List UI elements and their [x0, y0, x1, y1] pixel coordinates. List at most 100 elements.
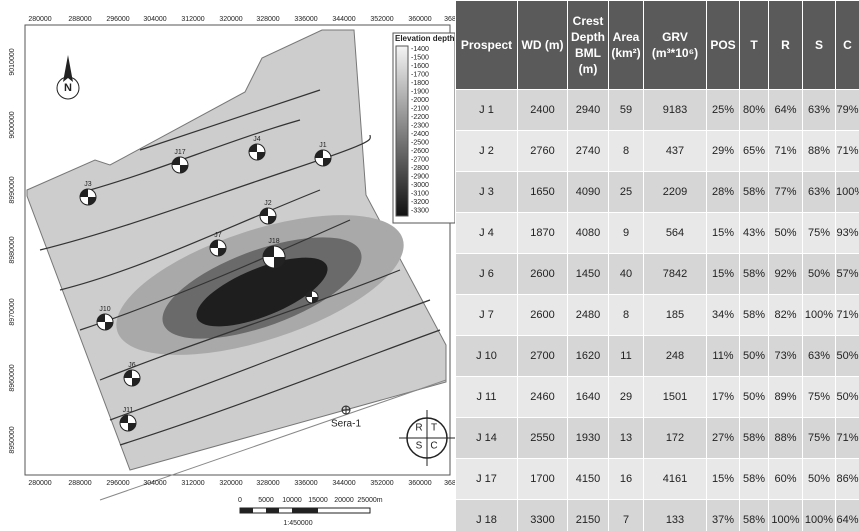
table-cell: 82% [769, 295, 803, 336]
compass-letter: C [430, 441, 437, 452]
prospect-table: ProspectWD (m)Crest Depth BML (m)Area (k… [455, 0, 859, 531]
table-cell: 58% [740, 254, 769, 295]
header-cell: WD (m) [518, 1, 568, 90]
table-cell: 71% [769, 131, 803, 172]
table-cell: 93% [836, 213, 859, 254]
table-cell: 80% [740, 90, 769, 131]
table-cell: 16 [609, 459, 644, 500]
table-cell: 63% [803, 336, 836, 377]
prospect-label: J7 [214, 232, 222, 239]
x-coord-label: 360000 [408, 480, 431, 487]
y-coord-label: 8990000 [9, 176, 16, 203]
table-cell: 248 [644, 336, 707, 377]
prospect-label: J2 [264, 200, 272, 207]
table-cell: 40 [609, 254, 644, 295]
table-row: J 12400294059918325%80%64%63%79% [456, 90, 859, 131]
table-cell: 100% [803, 500, 836, 531]
y-coord-label: 8980000 [9, 236, 16, 263]
scale-label: 20000 [334, 497, 354, 504]
table-cell: J 11 [456, 377, 518, 418]
scale-label: 15000 [308, 497, 328, 504]
table-cell: J 1 [456, 90, 518, 131]
scale-ratio: 1:450000 [283, 520, 312, 527]
table-cell: 2150 [568, 500, 609, 531]
table-cell: 100% [803, 295, 836, 336]
y-coord-label: 8970000 [9, 298, 16, 325]
legend-value: -2700 [411, 156, 429, 163]
header-cell: Prospect [456, 1, 518, 90]
table-cell: 60% [769, 459, 803, 500]
table-cell: 15% [707, 254, 740, 295]
page: Elevation depth (m N Sera-1 1:450000 280… [0, 0, 859, 531]
header-cell: T [740, 1, 769, 90]
table-cell: 71% [836, 418, 859, 459]
header-cell: Area (km²) [609, 1, 644, 90]
table-cell: 64% [836, 500, 859, 531]
table-cell: 564 [644, 213, 707, 254]
legend-value: -2600 [411, 148, 429, 155]
table-cell: 27% [707, 418, 740, 459]
table-cell: 1870 [518, 213, 568, 254]
prospect-label: J1 [319, 142, 327, 149]
table-cell: 2760 [518, 131, 568, 172]
table-container: ProspectWD (m)Crest Depth BML (m)Area (k… [455, 0, 859, 531]
table-cell: 1501 [644, 377, 707, 418]
table-cell: J 18 [456, 500, 518, 531]
x-coord-label: 312000 [181, 480, 204, 487]
table-row: J 418704080956415%43%50%75%93% [456, 213, 859, 254]
table-cell: 17% [707, 377, 740, 418]
table-cell: 100% [769, 500, 803, 531]
table-cell: 13 [609, 418, 644, 459]
table-cell: 29% [707, 131, 740, 172]
x-coord-label: 368 [444, 480, 455, 487]
table-cell: 1930 [568, 418, 609, 459]
table-cell: 58% [740, 500, 769, 531]
prospect-label: J6 [128, 362, 136, 369]
table-cell: 11% [707, 336, 740, 377]
table-cell: 2600 [518, 295, 568, 336]
table-cell: 15% [707, 213, 740, 254]
table-cell: J 3 [456, 172, 518, 213]
table-cell: 25% [707, 90, 740, 131]
table-cell: J 7 [456, 295, 518, 336]
table-cell: J 6 [456, 254, 518, 295]
table-cell: 2700 [518, 336, 568, 377]
table-cell: 50% [803, 459, 836, 500]
scale-label: 0 [238, 497, 242, 504]
table-cell: 75% [803, 418, 836, 459]
x-coord-label: 336000 [294, 480, 317, 487]
x-coord-label: 320000 [219, 480, 242, 487]
legend-value: -1400 [411, 46, 429, 53]
table-cell: 57% [836, 254, 859, 295]
legend-title: Elevation depth (m [395, 34, 455, 43]
table-cell: 58% [740, 418, 769, 459]
north-label: N [64, 82, 72, 94]
table-cell: 2740 [568, 131, 609, 172]
x-coord-label: 368 [444, 16, 455, 23]
header-cell: C [836, 1, 859, 90]
well-label: Sera-1 [331, 419, 361, 430]
map-figure: Elevation depth (m N Sera-1 1:450000 280… [0, 0, 455, 531]
header-cell: S [803, 1, 836, 90]
table-cell: 29 [609, 377, 644, 418]
legend-value: -2100 [411, 105, 429, 112]
prospect-label: J17 [174, 149, 185, 156]
legend-value: -2800 [411, 165, 429, 172]
x-coord-label: 312000 [181, 16, 204, 23]
prospect-label: J4 [253, 136, 261, 143]
table-cell: J 17 [456, 459, 518, 500]
table-row: J 31650409025220928%58%77%63%100% [456, 172, 859, 213]
table-cell: 88% [769, 418, 803, 459]
legend-value: -1900 [411, 88, 429, 95]
table-cell: 88% [803, 131, 836, 172]
table-cell: 89% [769, 377, 803, 418]
table-cell: J 14 [456, 418, 518, 459]
table-cell: 1650 [518, 172, 568, 213]
table-cell: 133 [644, 500, 707, 531]
table-cell: 75% [803, 213, 836, 254]
x-coord-label: 280000 [28, 16, 51, 23]
table-row: J 112460164029150117%50%89%75%50% [456, 377, 859, 418]
header-cell: R [769, 1, 803, 90]
